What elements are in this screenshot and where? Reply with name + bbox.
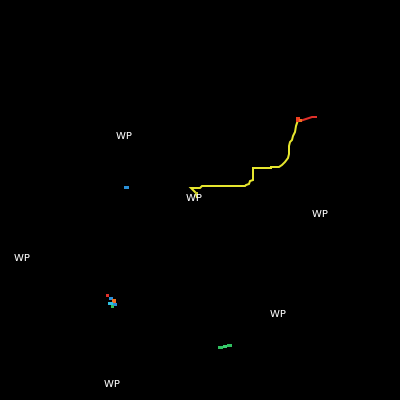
waypoint-label-1: WP bbox=[116, 131, 132, 142]
waypoint-label-4: WP bbox=[14, 253, 30, 264]
red-agent-marker bbox=[296, 117, 300, 122]
waypoint-label-2: WP bbox=[186, 193, 202, 204]
center-agent-marker bbox=[195, 192, 198, 195]
agent-cluster-left bbox=[106, 294, 117, 308]
waypoint-label-3: WP bbox=[312, 209, 328, 220]
agent-cluster-green bbox=[218, 344, 232, 349]
waypoint-label-5: WP bbox=[270, 309, 286, 320]
waypoint-label-6: WP bbox=[104, 379, 120, 390]
red-agent-trail bbox=[299, 116, 317, 122]
blue-agent-marker bbox=[124, 186, 129, 189]
orange-agent-marker bbox=[299, 119, 302, 122]
agent-trail-path bbox=[188, 119, 299, 199]
